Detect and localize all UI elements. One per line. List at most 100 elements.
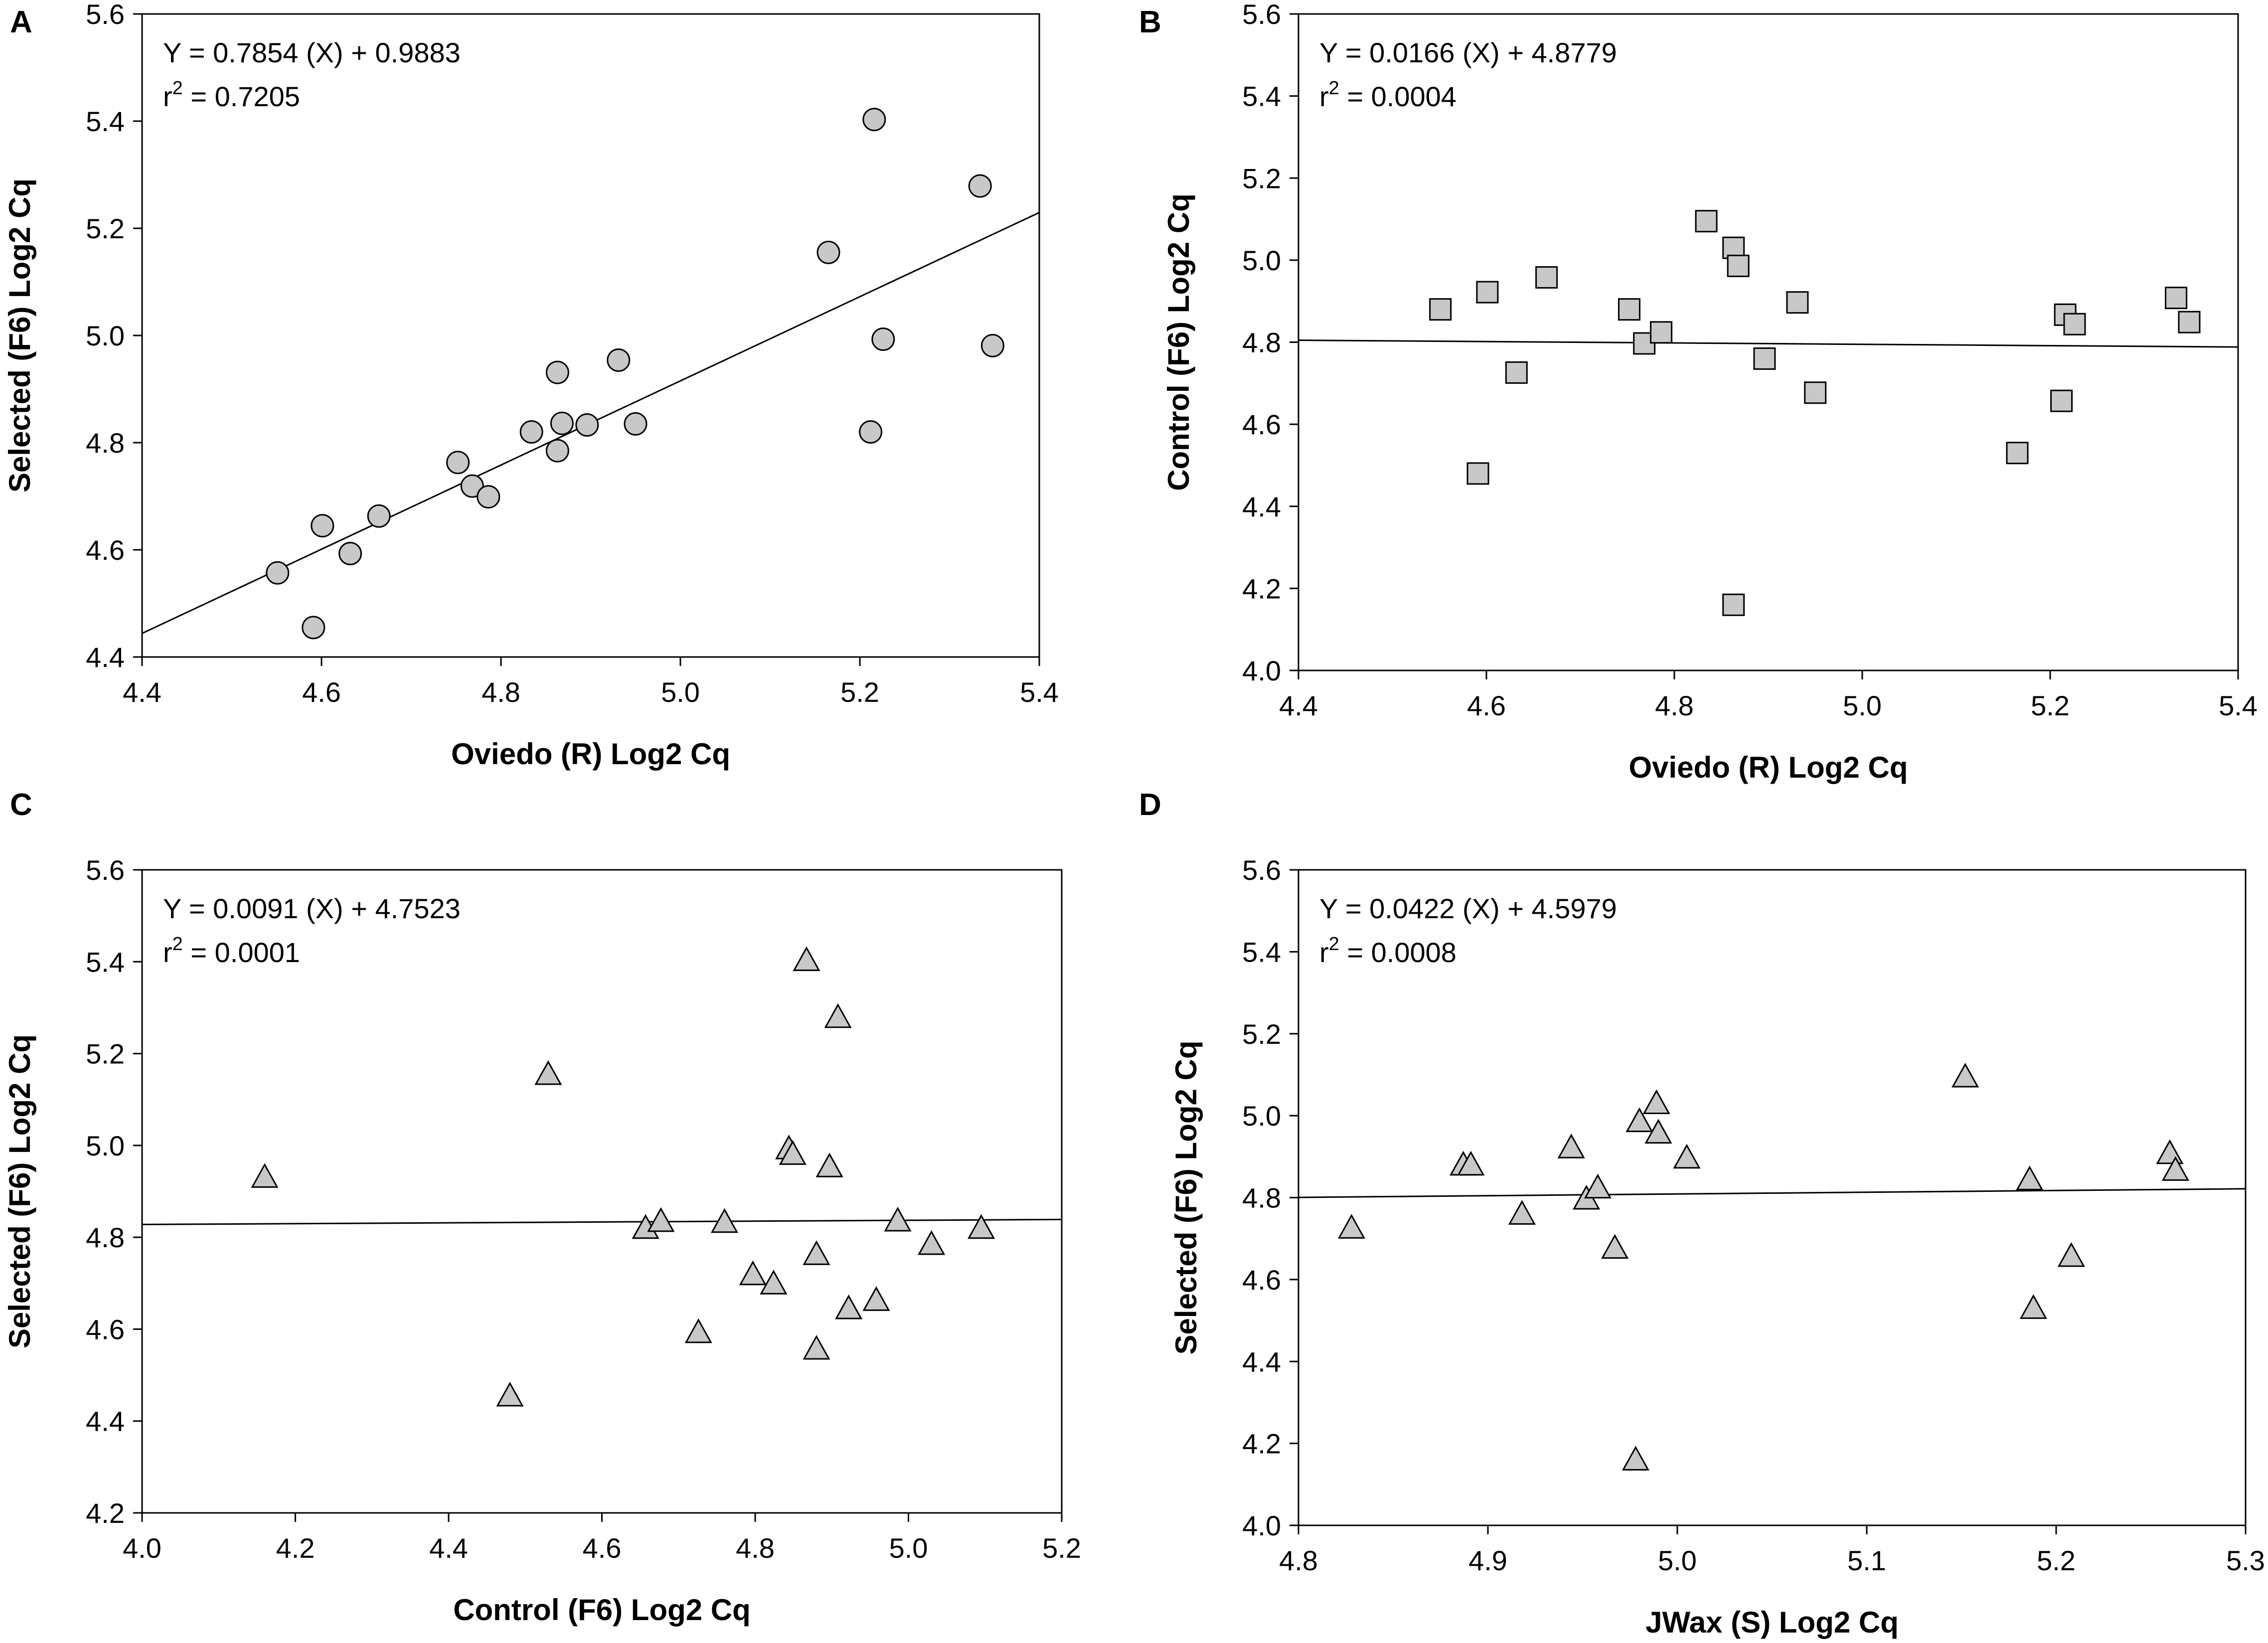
panel-d: D 4.8 4.9 5.0 5.1 5.2 5.3 4.0 4.2 4.4 4.6 4.8 5.0 5.2… (1139, 788, 2265, 1639)
x-tick-label: 5.2 (840, 676, 879, 708)
r-squared-symbol: r (163, 81, 172, 112)
panel-letter: C (10, 788, 32, 822)
r-squared-symbol: r (1319, 81, 1329, 112)
x-tick-label: 4.8 (736, 1532, 775, 1564)
x-tick-label: 5.0 (1843, 690, 1882, 721)
r-squared-superscript: 2 (172, 934, 183, 955)
y-tick-label: 5.4 (86, 106, 125, 137)
regression-line (142, 1218, 1062, 1225)
data-point (2063, 313, 2086, 335)
data-point (2006, 442, 2029, 465)
data-point (1727, 254, 1750, 277)
r-squared-value: = 0.0008 (1339, 937, 1457, 968)
y-tick-label: 4.6 (1242, 1264, 1281, 1296)
x-tick-label: 5.4 (1020, 676, 1059, 708)
r-squared-label: r2 = 0.0008 (1319, 934, 1457, 968)
data-point (367, 504, 391, 528)
data-point (2019, 1294, 2047, 1319)
y-tick-label: 5.4 (1242, 81, 1281, 112)
x-tick-label: 4.2 (276, 1532, 315, 1564)
data-point (460, 474, 484, 498)
data-point (1722, 593, 1745, 616)
data-point (1429, 298, 1452, 321)
data-point (545, 360, 569, 384)
data-point (684, 1318, 712, 1343)
y-axis-title: Control (F6) Log2 Cq (1162, 193, 1195, 491)
regression-line (1298, 1188, 2246, 1198)
r-squared-superscript: 2 (1329, 934, 1339, 955)
data-point (1337, 1214, 1365, 1239)
y-tick-label: 5.2 (86, 1038, 125, 1070)
data-point (980, 333, 1004, 357)
x-tick-label: 4.8 (1279, 1545, 1318, 1576)
y-tick-label: 4.0 (1242, 1510, 1281, 1541)
data-point (519, 420, 543, 444)
data-point (803, 1334, 830, 1360)
y-tick-label: 5.0 (86, 320, 125, 351)
data-point (1457, 1150, 1485, 1176)
data-point (1535, 266, 1558, 289)
data-point (1508, 1200, 1536, 1225)
r-squared-label: r2 = 0.0004 (1319, 78, 1457, 112)
data-point (859, 420, 883, 444)
y-tick-label: 4.8 (1242, 1182, 1281, 1214)
data-point (871, 328, 895, 351)
data-point (647, 1207, 675, 1232)
x-tick-label: 4.4 (429, 1532, 468, 1564)
y-tick-label: 4.4 (86, 1406, 125, 1437)
y-tick-label: 4.8 (86, 427, 125, 459)
data-point (1695, 210, 1718, 233)
y-axis-title: Selected (F6) Log2 Cq (3, 178, 36, 493)
data-point (2050, 389, 2073, 412)
y-tick-label: 4.2 (1242, 573, 1281, 604)
data-point (1621, 1446, 1649, 1471)
x-tick-label: 4.6 (302, 676, 341, 708)
data-point (1804, 381, 1827, 404)
data-point (311, 514, 334, 538)
x-tick-label: 5.0 (1658, 1545, 1697, 1576)
data-point (1642, 1089, 1670, 1114)
y-tick-label: 4.2 (86, 1497, 125, 1529)
data-point (446, 451, 470, 475)
data-point (710, 1208, 739, 1233)
regression-line (1298, 339, 2239, 348)
y-tick-label: 5.6 (1242, 0, 1281, 30)
data-point (1673, 1144, 1701, 1169)
y-tick-label: 4.8 (1242, 327, 1281, 358)
data-point (1557, 1134, 1585, 1158)
y-tick-label: 4.6 (1242, 409, 1281, 440)
data-point (496, 1381, 524, 1407)
y-tick-label: 5.2 (1242, 163, 1281, 194)
x-tick-label: 4.6 (583, 1532, 622, 1564)
y-tick-label: 5.6 (86, 854, 125, 886)
data-point (815, 1152, 843, 1177)
data-point (1466, 462, 1489, 485)
x-tick-label: 5.4 (2219, 690, 2258, 721)
data-point (575, 413, 599, 437)
r-squared-value: = 0.0001 (183, 937, 300, 968)
y-tick-label: 4.2 (1242, 1428, 1281, 1460)
data-point (550, 411, 574, 435)
x-axis-title: Oviedo (R) Log2 Cq (451, 737, 730, 771)
data-point (477, 485, 500, 509)
data-point (1476, 281, 1499, 304)
data-point (624, 412, 648, 436)
data-point (1625, 1107, 1653, 1133)
x-tick-label: 5.2 (1042, 1532, 1081, 1564)
data-point (824, 1003, 852, 1028)
data-point (884, 1206, 912, 1232)
y-tick-label: 4.8 (86, 1222, 125, 1253)
x-axis-title: JWax (S) Log2 Cq (1645, 1606, 1899, 1639)
data-point (1650, 321, 1673, 344)
y-tick-label: 5.4 (1242, 936, 1281, 968)
data-point (607, 348, 631, 372)
x-axis-title: Control (F6) Log2 Cq (453, 1593, 751, 1627)
data-point (2165, 287, 2188, 310)
r-squared-superscript: 2 (1329, 78, 1339, 99)
y-tick-label: 4.4 (86, 642, 125, 673)
panel-b: B 4.4 4.6 4.8 5.0 5.2 5.4 4.0 4.2 4.4 4.6 4.8 5.0 5.2… (1139, 0, 2258, 784)
y-tick-label: 5.0 (1242, 1100, 1281, 1132)
data-point (2057, 1242, 2085, 1267)
data-point (803, 1240, 830, 1265)
